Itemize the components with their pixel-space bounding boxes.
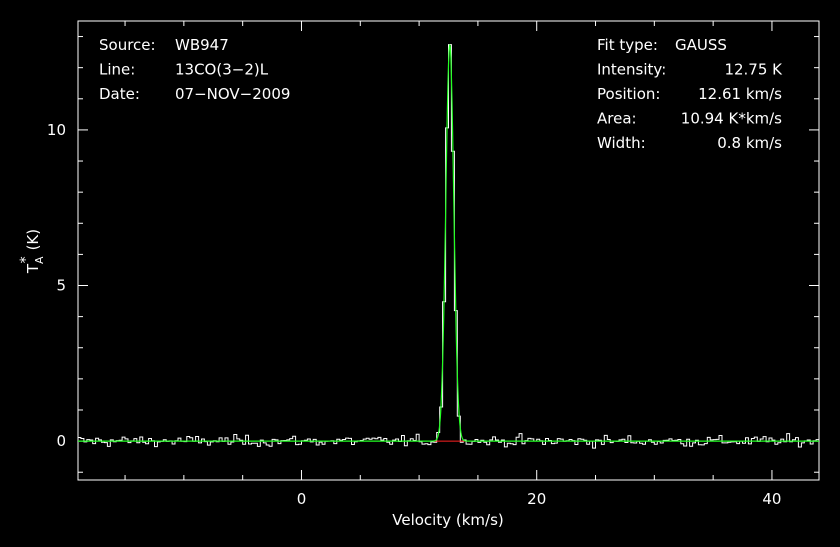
info-label: Source: — [99, 36, 156, 54]
info-value: 0.8 km/s — [717, 134, 782, 152]
gaussian-fit-line — [78, 44, 819, 442]
info-label: Position: — [597, 85, 660, 103]
info-block-right: Fit type: GAUSS Intensity: 12.75 K Position:… — [597, 36, 783, 152]
y-tick-label: 5 — [56, 277, 66, 295]
x-axis-label: Velocity (km/s) — [392, 511, 503, 529]
info-value: 12.75 K — [724, 61, 783, 79]
info-label: Date: — [99, 85, 140, 103]
info-label: Line: — [99, 61, 135, 79]
info-value: WB947 — [175, 36, 229, 54]
info-value: 10.94 K*km/s — [681, 110, 782, 128]
info-label: Fit type: — [597, 36, 658, 54]
axis-tick-labels: 0 20 40 0 5 10 — [47, 121, 782, 508]
info-value: 12.61 km/s — [698, 85, 782, 103]
y-tick-label: 10 — [47, 121, 66, 139]
x-tick-label: 20 — [527, 490, 546, 508]
info-label: Width: — [597, 134, 646, 152]
y-tick-label: 0 — [56, 432, 66, 450]
plot-frame — [77, 20, 820, 481]
x-tick-label: 0 — [297, 490, 307, 508]
info-value: 07−NOV−2009 — [175, 85, 290, 103]
info-label: Intensity: — [597, 61, 666, 79]
y-axis-label-sub: A — [33, 256, 46, 264]
info-value: 13CO(3−2)L — [175, 61, 269, 79]
y-axis-label-sup: * — [18, 256, 34, 263]
info-label: Area: — [597, 110, 637, 128]
y-axis-label-symbol: T — [24, 263, 42, 274]
y-axis-label-unit: (K) — [24, 229, 42, 251]
y-axis-label: TA* (K) — [18, 229, 46, 274]
svg-text:TA*(K): TA* (K) — [18, 229, 46, 274]
series-group — [78, 44, 819, 449]
info-value: GAUSS — [675, 36, 727, 54]
x-tick-label: 40 — [762, 490, 781, 508]
info-block-left: Source: WB947 Line: 13CO(3−2)L Date: 07−NOV−2… — [99, 36, 290, 103]
